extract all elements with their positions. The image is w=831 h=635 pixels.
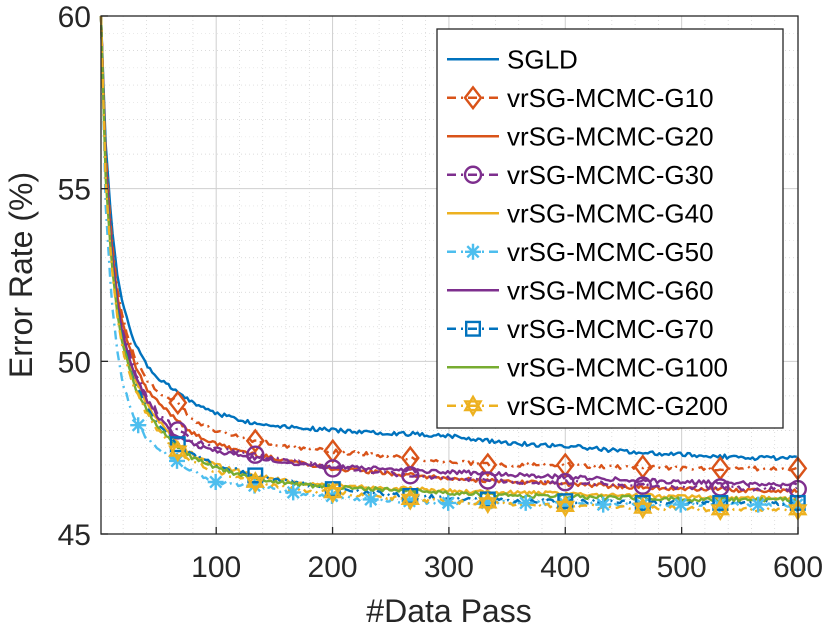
series-line-vrSG-MCMC-G60 bbox=[99, 15, 798, 488]
marker-vrSG-MCMC-G50 bbox=[672, 496, 689, 513]
series-line-vrSG-MCMC-G10 bbox=[99, 15, 798, 472]
x-tick-label: 600 bbox=[773, 551, 823, 584]
marker-vrSG-MCMC-G200 bbox=[323, 487, 343, 504]
marker-vrSG-MCMC-G50 bbox=[285, 484, 302, 501]
marker-vrSG-MCMC-G200 bbox=[400, 493, 420, 511]
marker-vrSG-MCMC-G200 bbox=[400, 488, 420, 505]
legend-label: vrSG-MCMC-G10 bbox=[507, 83, 714, 113]
marker-vrSG-MCMC-G50 bbox=[130, 417, 147, 434]
marker-vrSG-MCMC-G50 bbox=[440, 494, 457, 511]
marker-vrSG-MCMC-G50 bbox=[479, 494, 495, 511]
legend-marker-vrSG-MCMC-G10 bbox=[463, 85, 483, 111]
marker-vrSG-MCMC-G200 bbox=[478, 497, 498, 515]
marker-vrSG-MCMC-G200 bbox=[555, 495, 575, 512]
x-tick-label: 500 bbox=[657, 551, 707, 584]
y-tick-label: 60 bbox=[58, 1, 91, 34]
marker-vrSG-MCMC-G50 bbox=[750, 496, 767, 513]
legend-label: vrSG-MCMC-G20 bbox=[507, 121, 714, 151]
legend-label: vrSG-MCMC-G100 bbox=[507, 352, 728, 382]
y-axis: 45 50 55 60 bbox=[58, 1, 108, 552]
legend-label: vrSG-MCMC-G60 bbox=[507, 275, 714, 305]
marker-vrSG-MCMC-G200 bbox=[168, 445, 188, 463]
legend-label: SGLD bbox=[507, 44, 578, 74]
series-line-vrSG-MCMC-G40 bbox=[99, 15, 798, 502]
y-tick-label: 50 bbox=[58, 346, 91, 379]
marker-vrSG-MCMC-G200 bbox=[245, 471, 265, 488]
legend-marker-vrSG-MCMC-G200 bbox=[463, 394, 483, 412]
marker-vrSG-MCMC-G50 bbox=[207, 474, 224, 490]
marker-vrSG-MCMC-G200 bbox=[633, 502, 653, 520]
legend-label: vrSG-MCMC-G40 bbox=[507, 198, 714, 228]
y-tick-label: 45 bbox=[58, 519, 91, 552]
x-tick-label: 100 bbox=[191, 551, 241, 584]
marker-vrSG-MCMC-G10 bbox=[245, 428, 265, 454]
x-axis-label: #Data Pass bbox=[366, 593, 531, 629]
marker-vrSG-MCMC-G50 bbox=[595, 496, 612, 513]
legend-label: vrSG-MCMC-G30 bbox=[507, 160, 714, 190]
y-tick-label: 55 bbox=[58, 174, 91, 207]
legend-marker-vrSG-MCMC-G30 bbox=[463, 165, 483, 184]
series-markers bbox=[130, 390, 808, 522]
marker-vrSG-MCMC-G50 bbox=[362, 491, 379, 508]
marker-vrSG-MCMC-G10 bbox=[478, 452, 498, 478]
marker-vrSG-MCMC-G200 bbox=[633, 496, 653, 514]
y-axis-label: Error Rate (%) bbox=[3, 172, 39, 378]
marker-vrSG-MCMC-G200 bbox=[710, 498, 730, 516]
marker-vrSG-MCMC-G70 bbox=[712, 494, 729, 511]
marker-vrSG-MCMC-G200 bbox=[478, 491, 498, 509]
marker-vrSG-MCMC-G30 bbox=[633, 476, 652, 495]
legend-label: vrSG-MCMC-G70 bbox=[507, 314, 714, 344]
legend-box bbox=[436, 28, 784, 429]
marker-vrSG-MCMC-G50 bbox=[517, 494, 534, 511]
marker-vrSG-MCMC-G200 bbox=[168, 439, 188, 457]
marker-vrSG-MCMC-G30 bbox=[401, 466, 420, 485]
marker-vrSG-MCMC-G70 bbox=[247, 467, 264, 484]
legend-marker-vrSG-MCMC-G200 bbox=[463, 400, 483, 418]
x-tick-label: 300 bbox=[424, 551, 474, 584]
x-tick-label: 200 bbox=[308, 551, 358, 584]
legend-label: vrSG-MCMC-G50 bbox=[507, 237, 714, 267]
legend-marker-vrSG-MCMC-G70 bbox=[465, 320, 482, 337]
marker-vrSG-MCMC-G30 bbox=[323, 459, 342, 478]
series-line-vrSG-MCMC-G30 bbox=[99, 15, 798, 493]
marker-vrSG-MCMC-G10 bbox=[168, 390, 188, 416]
marker-vrSG-MCMC-G200 bbox=[555, 500, 575, 518]
legend-label: vrSG-MCMC-G200 bbox=[507, 391, 728, 421]
marker-vrSG-MCMC-G30 bbox=[246, 445, 265, 464]
x-axis: 100 200 300 400 500 600 bbox=[191, 527, 823, 584]
marker-vrSG-MCMC-G50 bbox=[401, 493, 418, 510]
x-tick-label: 400 bbox=[540, 551, 590, 584]
marker-vrSG-MCMC-G200 bbox=[710, 504, 730, 522]
marker-vrSG-MCMC-G70 bbox=[169, 436, 186, 453]
marker-vrSG-MCMC-G30 bbox=[556, 473, 575, 492]
marker-vrSG-MCMC-G200 bbox=[323, 481, 343, 499]
legend-marker-vrSG-MCMC-G50 bbox=[465, 243, 481, 260]
marker-vrSG-MCMC-G200 bbox=[245, 476, 265, 494]
marker-vrSG-MCMC-G30 bbox=[478, 471, 497, 490]
legend: SGLD vrSG-MCMC-G10 vrSG-MCMC-G20 vrSG-MCMC-… bbox=[436, 28, 784, 429]
series-line-SGLD bbox=[99, 15, 798, 462]
